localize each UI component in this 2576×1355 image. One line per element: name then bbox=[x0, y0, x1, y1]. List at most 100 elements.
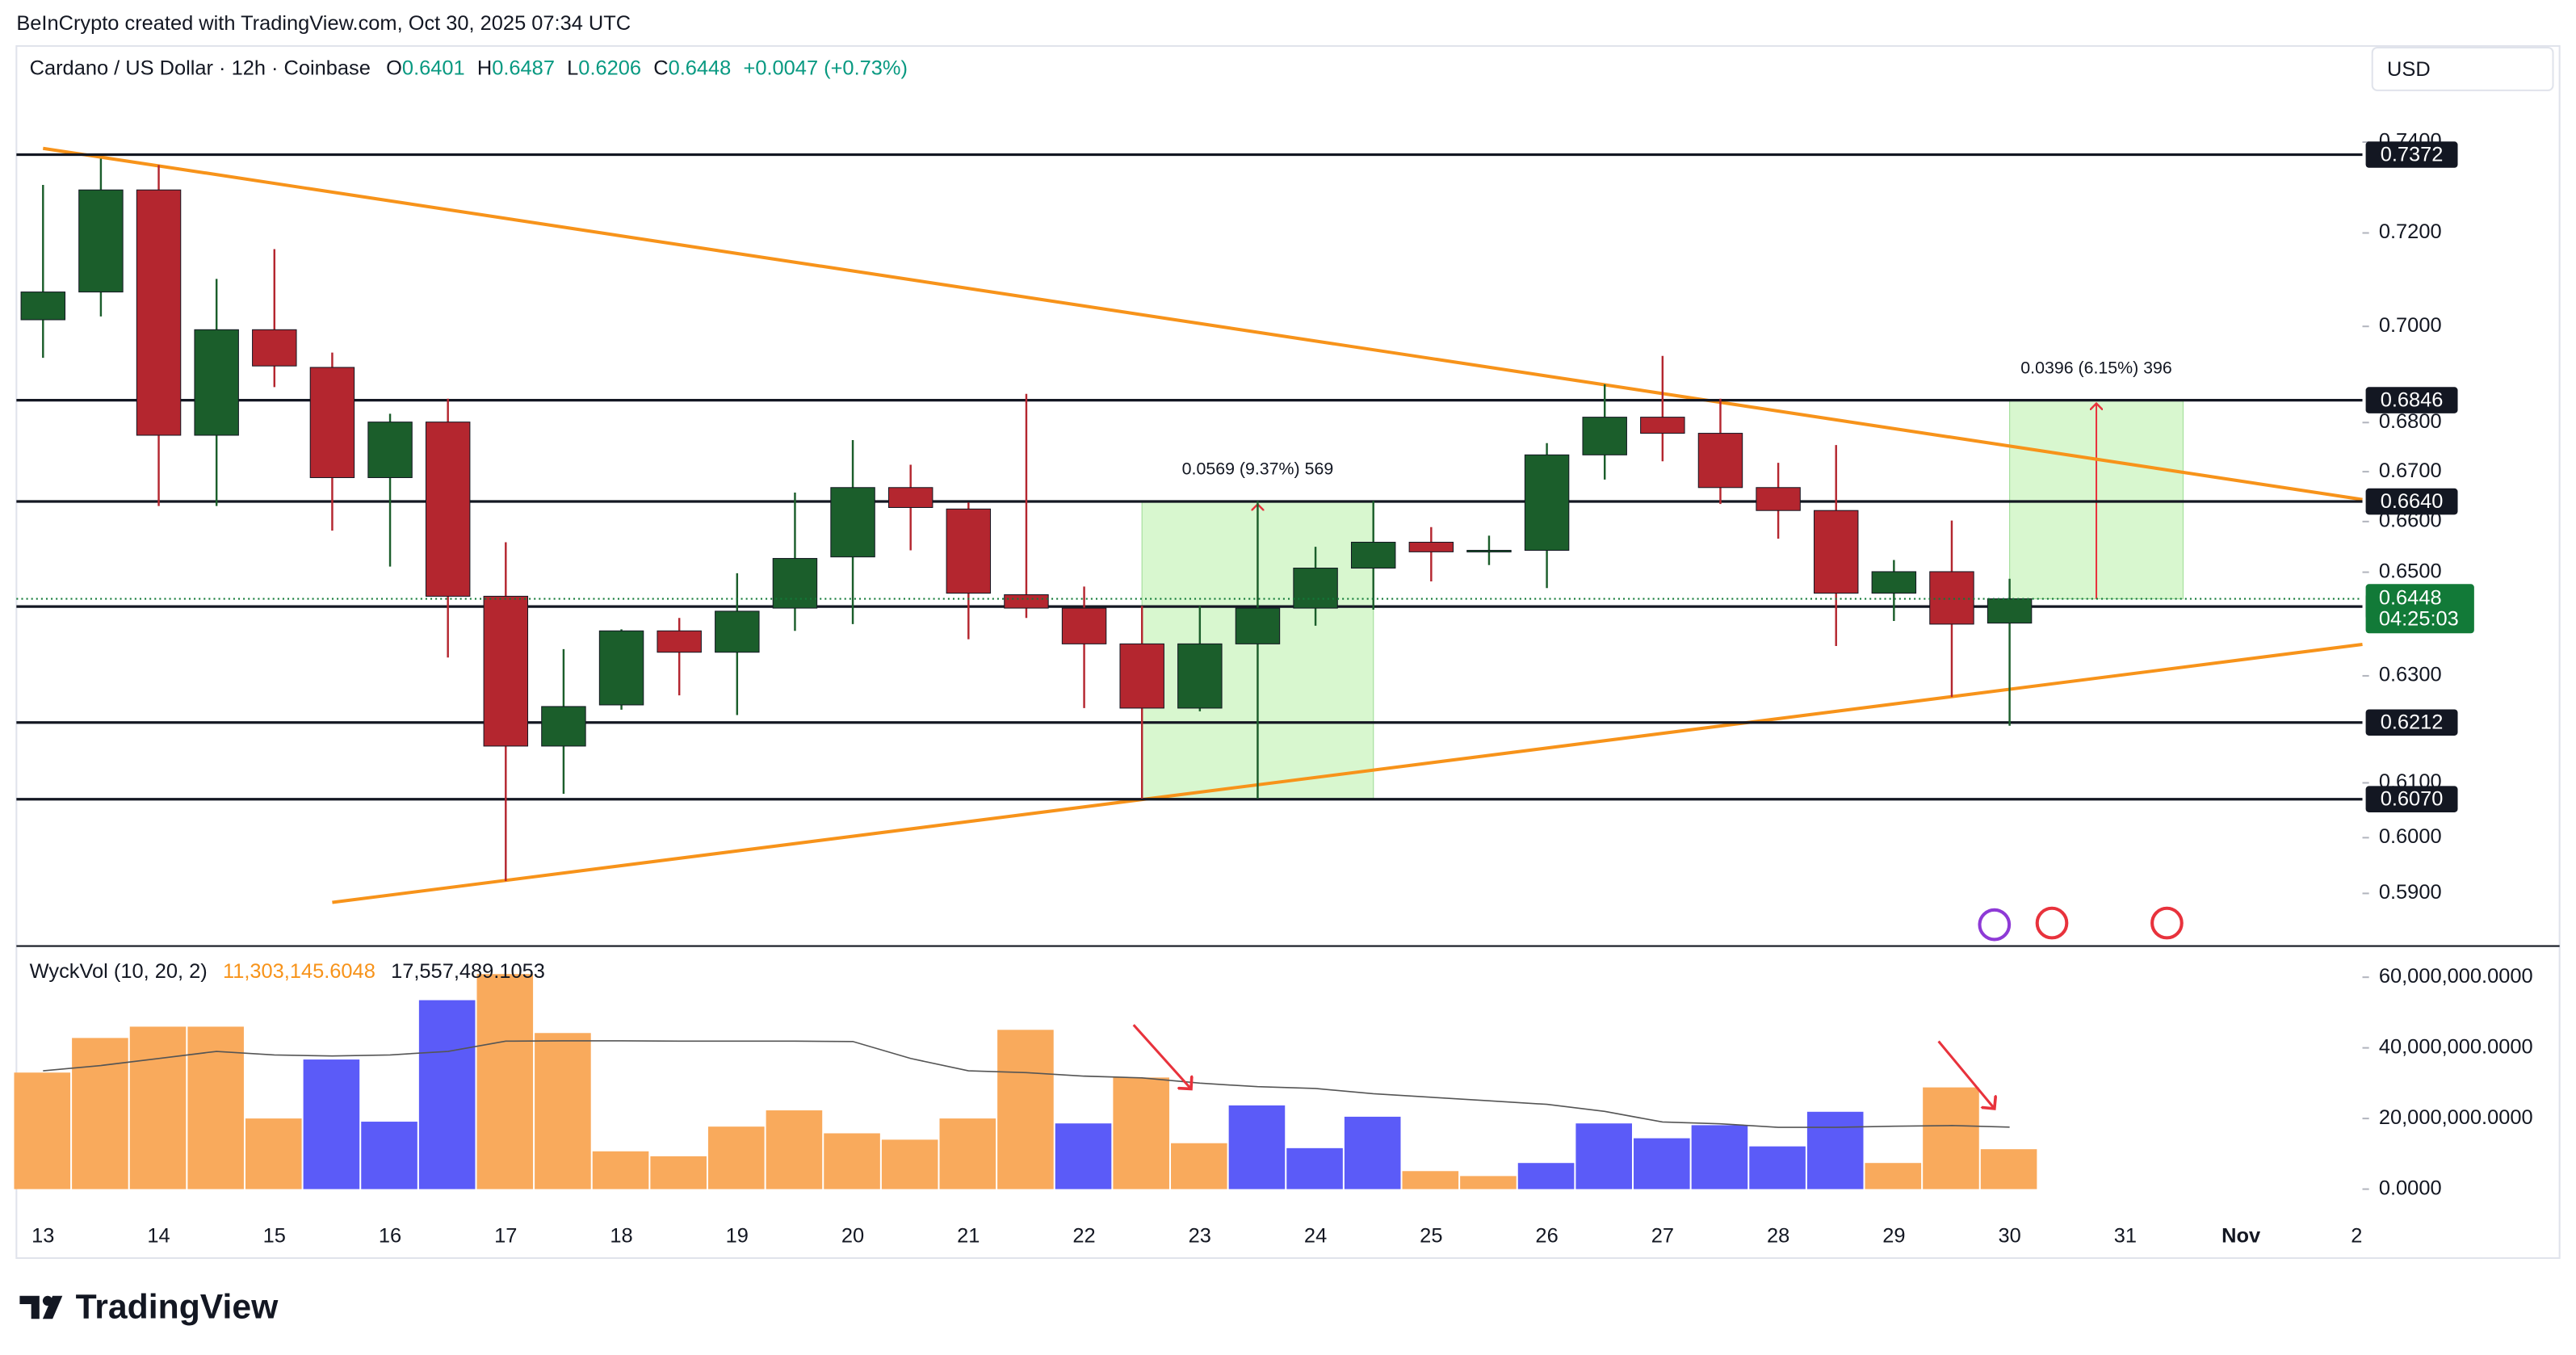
x-tick-label: Nov bbox=[2221, 1224, 2261, 1247]
candle-body bbox=[657, 630, 702, 653]
x-tick-label: 13 bbox=[31, 1224, 54, 1247]
y-tick-label: 20,000,000.0000 bbox=[2379, 1106, 2533, 1129]
candle-body bbox=[598, 630, 644, 706]
level-label: 0.6640 bbox=[2381, 490, 2444, 513]
volume-bar bbox=[72, 1038, 128, 1189]
volume-bar bbox=[1806, 1111, 1864, 1189]
x-tick-label: 2 bbox=[2351, 1224, 2362, 1247]
candle-body bbox=[1119, 643, 1164, 709]
y-tick-label: 40,000,000.0000 bbox=[2379, 1035, 2533, 1058]
candle-body bbox=[1293, 568, 1338, 609]
brand: TradingView bbox=[76, 1287, 279, 1326]
event-icon bbox=[1978, 908, 2012, 942]
candle-body bbox=[483, 595, 529, 747]
x-tick-label: 30 bbox=[1998, 1224, 2020, 1247]
candle-body bbox=[887, 487, 933, 508]
level-label-box bbox=[2365, 786, 2458, 812]
x-tick-label: 20 bbox=[841, 1224, 864, 1247]
candle-body bbox=[367, 422, 413, 478]
ohlc-value: 0.6401 bbox=[402, 57, 465, 79]
y-tick-label: 0.6800 bbox=[2379, 410, 2442, 433]
measure-label: 0.0569 (9.37%) 569 bbox=[1182, 459, 1334, 478]
candle-body bbox=[1871, 571, 1917, 594]
brand-logo: TradingView bbox=[19, 1287, 279, 1326]
volume-bar bbox=[1344, 1116, 1401, 1189]
candle-body bbox=[1697, 433, 1743, 489]
candle-body bbox=[946, 508, 992, 594]
ohlc-value: 0.6206 bbox=[578, 57, 641, 79]
volume-bar bbox=[997, 1030, 1054, 1189]
x-tick-label: 29 bbox=[1882, 1224, 1905, 1247]
candle-body bbox=[1235, 607, 1281, 644]
volume-bar bbox=[14, 1072, 71, 1189]
candle-body bbox=[20, 292, 66, 321]
candle-body bbox=[309, 367, 355, 478]
candle-body bbox=[1813, 510, 1859, 594]
level-label: 0.6212 bbox=[2381, 711, 2444, 733]
candle-body bbox=[136, 189, 182, 436]
volume-bar bbox=[303, 1059, 360, 1189]
x-tick-label: 16 bbox=[379, 1224, 401, 1247]
volume-bar bbox=[1575, 1123, 1632, 1189]
volume-bar bbox=[939, 1118, 996, 1189]
x-tick-label: 14 bbox=[147, 1224, 170, 1247]
x-tick-label: 27 bbox=[1651, 1224, 1674, 1247]
trendline bbox=[332, 642, 2363, 904]
x-tick-label: 18 bbox=[610, 1224, 632, 1247]
volume-bar bbox=[1749, 1146, 1806, 1189]
volume-bar bbox=[1634, 1138, 1690, 1189]
volume-bar bbox=[361, 1122, 417, 1189]
ohlc-value: 0.6487 bbox=[492, 57, 555, 79]
volume-bar bbox=[1402, 1171, 1459, 1189]
indicator-title: WyckVol (10, 20, 2) bbox=[30, 960, 208, 983]
volume-bar bbox=[1286, 1147, 1343, 1189]
volume-annotation-arrows bbox=[1132, 1024, 1995, 1109]
y-tick-label: 0.6300 bbox=[2379, 664, 2442, 686]
level-label-box bbox=[2365, 387, 2458, 413]
x-tick-label: 23 bbox=[1189, 1224, 1211, 1247]
countdown: 04:25:03 bbox=[2379, 608, 2459, 631]
x-tick-label: 21 bbox=[957, 1224, 980, 1247]
candle-body bbox=[78, 189, 124, 293]
candle-body bbox=[541, 706, 586, 747]
currency-button[interactable] bbox=[2371, 46, 2554, 91]
level-label-box bbox=[2365, 141, 2458, 168]
candle-body bbox=[1350, 541, 1396, 569]
volume-pane bbox=[14, 974, 2037, 1189]
y-tick-label: 60,000,000.0000 bbox=[2379, 965, 2533, 988]
candle-body bbox=[772, 558, 818, 609]
event-icons bbox=[1978, 906, 2184, 942]
legend: Cardano / US Dollar · 12h · Coinbase O0.… bbox=[30, 57, 908, 79]
volume-bar bbox=[418, 1000, 476, 1189]
volume-bar bbox=[650, 1156, 707, 1189]
volume-bar bbox=[1980, 1149, 2037, 1189]
volume-bar bbox=[1923, 1087, 1979, 1189]
symbol-title: Cardano / US Dollar · 12h · Coinbase bbox=[30, 57, 371, 79]
volume-bar bbox=[1517, 1163, 1575, 1189]
indicator-value: 17,557,489.1053 bbox=[391, 960, 545, 983]
x-tick-label: 17 bbox=[494, 1224, 517, 1247]
volume-bar bbox=[535, 1033, 591, 1189]
indicator-value: 11,303,145.6048 bbox=[223, 960, 375, 983]
candle-body bbox=[1756, 487, 1801, 511]
candle-body bbox=[1004, 594, 1049, 609]
level-label-box bbox=[2365, 709, 2458, 736]
logo-mark bbox=[42, 1295, 53, 1306]
trendline bbox=[42, 146, 2363, 501]
indicator-legend: WyckVol (10, 20, 2) 11,303,145.6048 17,5… bbox=[30, 960, 545, 983]
current-price-box bbox=[2365, 584, 2474, 634]
volume-bar bbox=[129, 1026, 187, 1189]
candle-body bbox=[1640, 417, 1685, 434]
volume-bar bbox=[1460, 1176, 1517, 1189]
level-label: 0.6070 bbox=[2381, 787, 2444, 810]
price-pane bbox=[16, 146, 2363, 904]
currency: USD bbox=[2387, 58, 2431, 81]
volume-bar bbox=[245, 1118, 302, 1189]
candle-body bbox=[1466, 549, 1512, 553]
candle-body bbox=[425, 422, 471, 597]
x-tick-label: 22 bbox=[1072, 1224, 1095, 1247]
candle-body bbox=[1177, 643, 1223, 709]
candle-body bbox=[1061, 607, 1107, 644]
